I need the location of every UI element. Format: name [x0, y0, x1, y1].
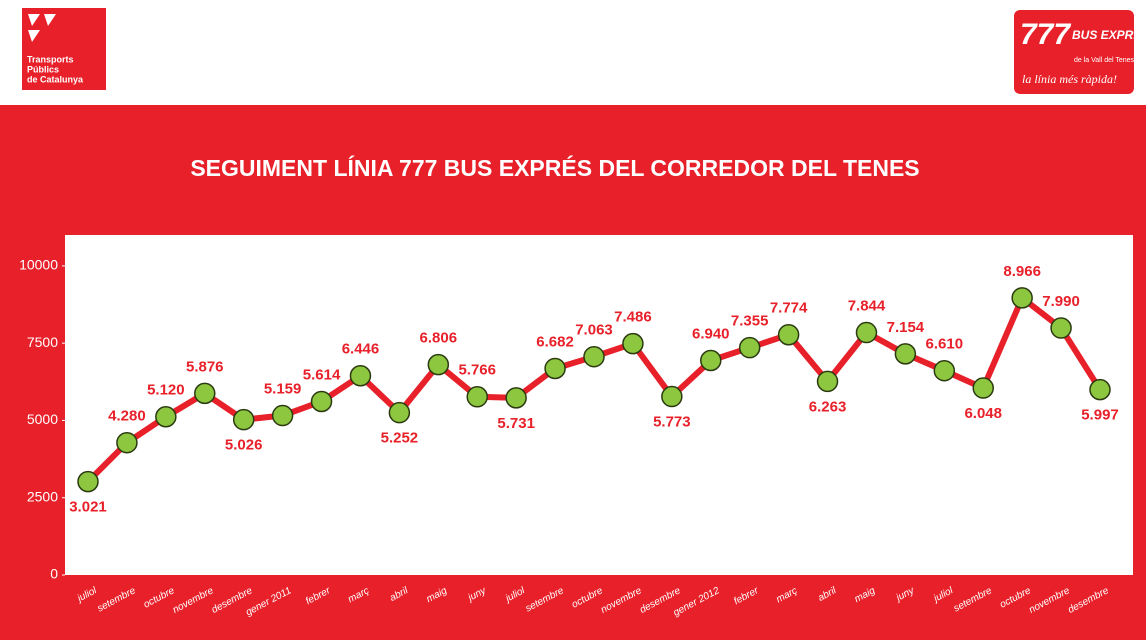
- value-label: 5.159: [264, 381, 302, 398]
- value-label: 7.990: [1042, 293, 1080, 310]
- point-marker: [116, 431, 138, 454]
- logo-box: [1014, 10, 1134, 94]
- value-label: 8.966: [1003, 263, 1041, 280]
- point-marker: [583, 345, 605, 368]
- header-band: [0, 0, 1146, 105]
- point-marker: [777, 323, 800, 346]
- point-marker: [700, 349, 722, 372]
- point-marker: [466, 386, 488, 408]
- value-label: 5.026: [225, 437, 263, 454]
- point-marker: [427, 353, 450, 376]
- point-marker: [661, 385, 683, 408]
- point-marker: [388, 401, 411, 424]
- value-label: 5.120: [147, 382, 185, 399]
- logo-text: Transports: [27, 54, 74, 64]
- value-label: 5.614: [303, 366, 341, 383]
- left-logo: Transports Públics de Catalunya: [22, 8, 106, 90]
- logo-brand: BUS EXPRÉS: [1072, 27, 1146, 42]
- logo-shape: [44, 14, 56, 26]
- logo-box: [22, 8, 106, 90]
- value-label: 7.154: [887, 319, 925, 336]
- point-marker: [232, 408, 255, 431]
- chart-title: SEGUIMENT LÍNIA 777 BUS EXPRÉS DEL CORRE…: [190, 154, 919, 181]
- point-marker: [816, 370, 839, 393]
- value-label: 6.806: [420, 330, 458, 347]
- point-marker: [194, 382, 216, 405]
- plot-area: [65, 235, 1133, 575]
- right-logo: 777 BUS EXPRÉS de la Vall del Tenes la l…: [1014, 10, 1146, 94]
- point-marker: [933, 359, 956, 382]
- value-label: 3.021: [69, 499, 107, 516]
- value-label: 5.997: [1081, 407, 1119, 424]
- point-marker: [271, 404, 294, 427]
- value-label: 5.766: [458, 362, 496, 379]
- value-label: 6.446: [342, 341, 380, 358]
- logo-shape: [28, 14, 40, 26]
- value-label: 5.252: [381, 430, 419, 447]
- value-label: 5.731: [497, 415, 535, 432]
- logo-text: Públics: [27, 64, 59, 74]
- point-marker: [622, 332, 644, 355]
- y-tick-label: 0: [50, 566, 58, 582]
- point-marker: [1089, 378, 1111, 401]
- value-label: 6.263: [809, 398, 847, 415]
- value-label: 7.486: [614, 309, 652, 326]
- point-marker: [1011, 287, 1033, 309]
- value-label: 6.682: [536, 333, 574, 350]
- logo-slogan: la línia més ràpida!: [1022, 72, 1117, 86]
- logo-text: de Catalunya: [27, 74, 84, 84]
- y-tick-label: 7500: [27, 334, 58, 350]
- logo-shape: [28, 30, 40, 42]
- logo-number: 777: [1020, 18, 1071, 51]
- value-label: 5.773: [653, 414, 691, 431]
- value-label: 4.280: [108, 408, 146, 425]
- point-marker: [855, 321, 878, 344]
- point-marker: [738, 336, 761, 359]
- point-marker: [349, 365, 372, 387]
- point-marker: [894, 343, 917, 365]
- y-tick-label: 2500: [27, 488, 58, 504]
- value-label: 6.610: [926, 336, 964, 353]
- point-marker: [1050, 317, 1072, 339]
- y-tick-label: 10000: [19, 257, 58, 273]
- point-marker: [77, 470, 99, 493]
- value-label: 7.063: [575, 322, 613, 339]
- point-marker: [310, 390, 333, 413]
- point-marker: [972, 377, 994, 399]
- y-tick-label: 5000: [27, 411, 58, 427]
- value-label: 7.355: [731, 313, 769, 330]
- point-marker: [544, 357, 566, 380]
- value-label: 5.876: [186, 358, 224, 375]
- value-label: 6.048: [964, 405, 1002, 422]
- logo-place: de la Vall del Tenes: [1074, 57, 1135, 64]
- point-marker: [155, 405, 177, 428]
- value-label: 7.774: [770, 300, 808, 317]
- point-marker: [505, 387, 527, 409]
- value-label: 7.844: [848, 298, 886, 315]
- value-label: 6.940: [692, 325, 730, 342]
